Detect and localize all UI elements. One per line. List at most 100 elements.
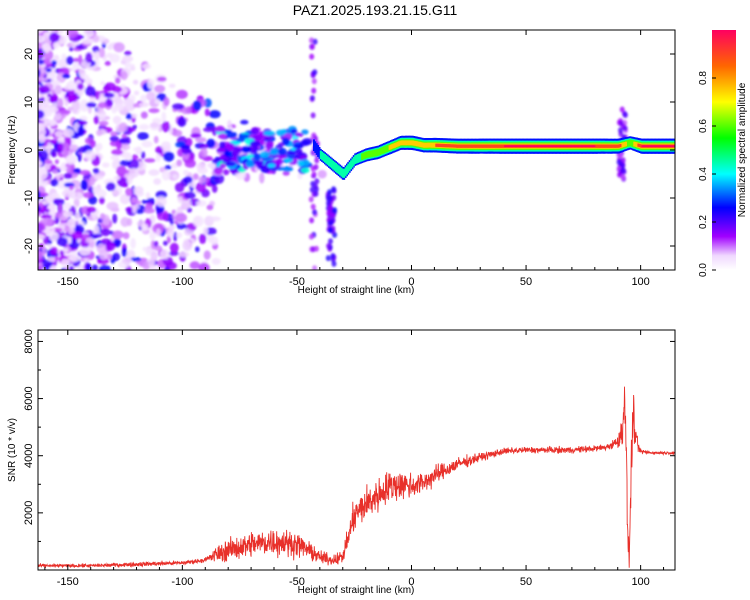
- ridge-segment: [641, 145, 644, 147]
- ridge-segment: [498, 144, 501, 148]
- snr-plot-frame: [37, 329, 676, 571]
- spectral-burst-blob: [332, 207, 338, 214]
- ridge-segment: [333, 161, 336, 171]
- spectral-blob: [38, 160, 43, 167]
- ridge-segment: [476, 144, 479, 148]
- spectral-blob: [164, 165, 172, 170]
- spectral-blob: [222, 169, 230, 176]
- spectral-blob: [163, 240, 168, 246]
- ridge-segment: [457, 144, 460, 148]
- ridge-segment: [461, 144, 464, 148]
- ridge-segment: [475, 144, 478, 148]
- spectral-blob: [161, 141, 171, 151]
- spectral-blob: [131, 154, 139, 161]
- ridge-segment: [623, 142, 626, 147]
- ridge-segment: [658, 145, 660, 147]
- spectral-blob: [146, 91, 156, 101]
- spectral-blob: [209, 216, 221, 222]
- ridge-segment: [590, 145, 593, 147]
- spectral-blob: [54, 130, 63, 137]
- ridge-segment: [422, 142, 425, 148]
- spectral-blob: [162, 210, 169, 221]
- ridge-segment: [491, 144, 494, 148]
- ridge-segment: [427, 142, 430, 148]
- ridge-segment: [604, 144, 607, 148]
- spectral-blob: [209, 236, 219, 246]
- spectral-blob: [130, 64, 135, 71]
- ridge-segment: [471, 144, 474, 148]
- ridge-segment: [369, 150, 372, 158]
- spectral-blob: [286, 150, 296, 156]
- ridge-segment: [484, 144, 487, 148]
- spectral-blob: [176, 159, 183, 167]
- ridge-segment: [519, 145, 522, 147]
- spectral-blob: [85, 263, 92, 270]
- ridge-segment: [631, 140, 634, 147]
- spectral-blob: [128, 168, 140, 178]
- spectral-blob: [77, 120, 88, 126]
- snr-x-axis-label: Height of straight line (km): [298, 585, 415, 596]
- spectral-blob: [38, 85, 50, 94]
- spectral-blob: [52, 101, 58, 107]
- ridge-segment: [508, 145, 511, 147]
- ridge-segment: [363, 152, 366, 159]
- spectral-blob: [63, 222, 74, 227]
- ridge-segment: [528, 145, 531, 147]
- ridge-segment: [350, 160, 353, 170]
- spectral-blob: [297, 172, 303, 180]
- spectral-blob: [70, 166, 75, 174]
- spectral-blob: [200, 147, 208, 158]
- ridge-segment: [453, 144, 456, 148]
- spectral-burst-blob: [313, 190, 319, 197]
- ridge-segment: [425, 142, 428, 148]
- spectral-blob: [177, 116, 187, 127]
- ridge-segment: [597, 144, 600, 148]
- x-tick-label: -150: [57, 276, 79, 288]
- spectral-blob: [172, 103, 184, 110]
- spectral-blob: [130, 237, 136, 249]
- spectral-blob: [62, 128, 75, 138]
- ridge-segment: [418, 141, 421, 147]
- spectral-blob: [38, 109, 45, 119]
- ridge-segment: [542, 145, 545, 147]
- ridge-segment: [318, 147, 321, 159]
- spectral-blob: [137, 132, 149, 141]
- ridge-segment: [391, 144, 394, 149]
- ridge-segment: [616, 144, 619, 148]
- ridge-segment: [537, 145, 540, 147]
- ridge-segment: [379, 148, 381, 155]
- ridge-segment: [479, 144, 482, 148]
- ridge-segment: [315, 143, 318, 155]
- spectral-blob: [219, 163, 226, 169]
- colorbar: [712, 30, 736, 270]
- ridge-segment: [653, 145, 656, 147]
- ridge-segment: [647, 145, 649, 147]
- spectral-blob: [93, 115, 100, 125]
- spectral-blob: [38, 127, 46, 137]
- ridge-segment: [581, 145, 584, 147]
- ridge-segment: [651, 145, 654, 147]
- ridge-segment: [564, 145, 567, 147]
- spectral-burst-blob: [311, 171, 317, 178]
- spectral-blob: [60, 258, 70, 268]
- spectral-blob: [120, 217, 130, 227]
- ridge-segment: [666, 145, 669, 147]
- spectral-blob: [83, 30, 94, 38]
- ridge-segment: [634, 142, 637, 147]
- spectral-blob: [185, 106, 192, 115]
- ridge-segment: [640, 144, 643, 148]
- spectral-blob: [67, 95, 76, 103]
- spectral-burst-blob: [309, 43, 315, 50]
- ridge-segment: [527, 145, 530, 147]
- spectral-blob: [68, 89, 75, 96]
- spectral-blob: [50, 179, 59, 187]
- spectral-blob: [62, 247, 69, 253]
- spectral-blob: [161, 170, 171, 181]
- ridge-segment: [313, 139, 315, 151]
- spectral-blob: [103, 85, 111, 92]
- spectral-burst-blob: [310, 112, 316, 119]
- ridge-segment: [477, 144, 480, 148]
- spectral-blob: [87, 185, 94, 193]
- x-tick-label: -100: [171, 276, 193, 288]
